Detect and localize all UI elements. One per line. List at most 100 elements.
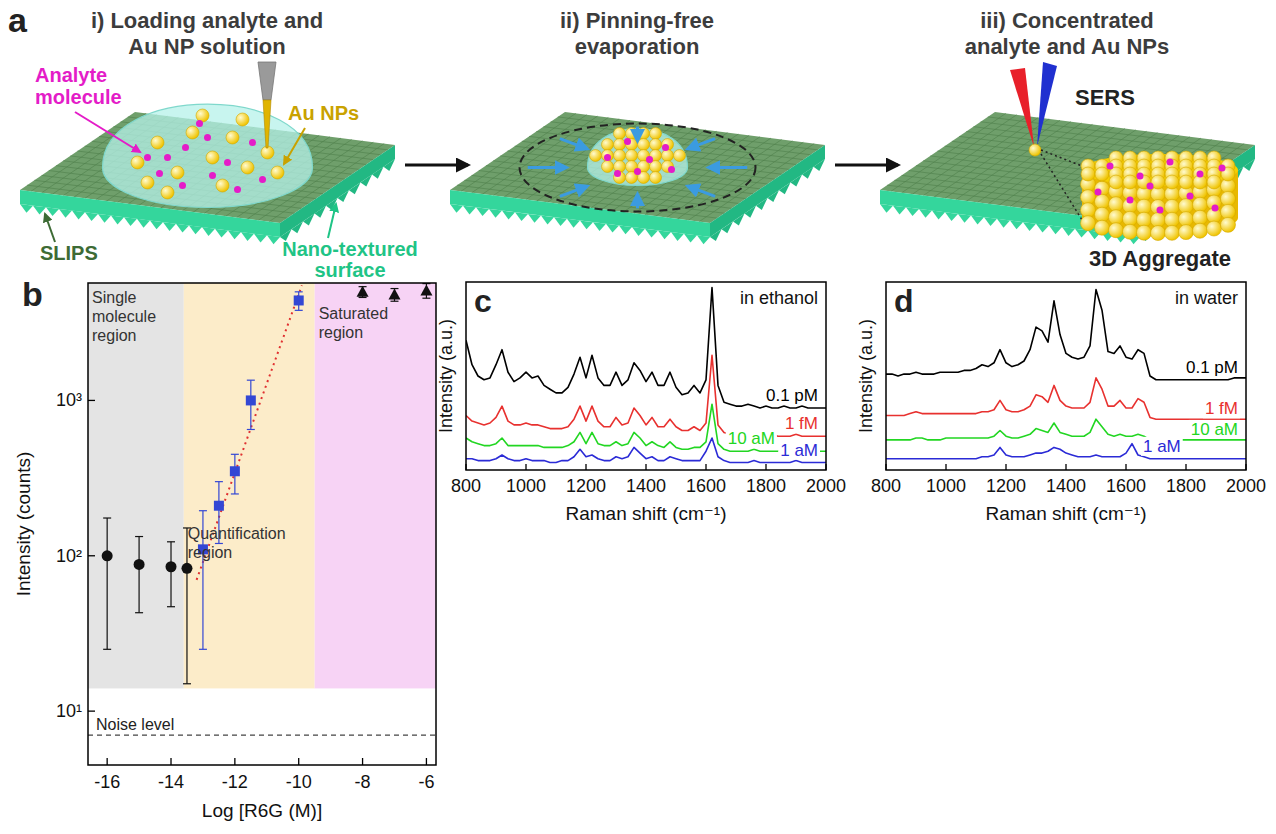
nano-tooth bbox=[791, 175, 803, 187]
spectrum bbox=[466, 404, 826, 451]
np-label: Au NPs bbox=[288, 102, 359, 124]
error-cap bbox=[199, 510, 207, 511]
nano-tooth bbox=[150, 221, 163, 230]
labels: 800100012001400160018002000Raman shift (… bbox=[856, 283, 1266, 524]
text-line: i) Loading analyte and bbox=[91, 8, 323, 33]
x-tick-label: 1800 bbox=[746, 476, 786, 496]
nano-tooth bbox=[906, 207, 919, 216]
analyte bbox=[668, 166, 675, 173]
droplet bbox=[103, 104, 313, 207]
error-cap bbox=[359, 297, 367, 298]
au-np bbox=[614, 150, 626, 162]
texture-line bbox=[613, 133, 728, 211]
x-tick bbox=[234, 758, 235, 765]
error-cap bbox=[167, 606, 175, 607]
x-tick-label: 2000 bbox=[806, 476, 846, 496]
noise-label: Noise level bbox=[96, 716, 174, 733]
label-patch bbox=[1189, 420, 1240, 439]
arrow bbox=[284, 128, 305, 164]
text-line: ii) Pinning-free bbox=[560, 8, 714, 33]
nano-tooth bbox=[111, 216, 124, 225]
nano-tooth bbox=[137, 219, 150, 228]
text-line: molecule bbox=[92, 308, 156, 325]
nano-tooth bbox=[338, 190, 350, 202]
au-np bbox=[1221, 217, 1236, 232]
nano-tooth bbox=[176, 224, 189, 233]
nano-tooth bbox=[463, 206, 476, 215]
nano-tooth bbox=[1036, 224, 1049, 233]
x-tick bbox=[107, 758, 108, 765]
error-bar bbox=[135, 537, 143, 613]
analyte bbox=[179, 182, 186, 189]
au-np bbox=[1109, 223, 1124, 238]
series-label: 0.1 pM bbox=[766, 386, 818, 405]
nano-tooth bbox=[684, 234, 697, 243]
error-stem bbox=[138, 537, 139, 613]
text-line: region bbox=[319, 324, 363, 341]
nano-tooth bbox=[733, 214, 745, 226]
nano-tooth bbox=[814, 159, 826, 171]
noise-level bbox=[88, 735, 436, 736]
x-tick-label: 1400 bbox=[1046, 476, 1086, 496]
nano-tooth bbox=[567, 219, 580, 228]
analyte bbox=[144, 154, 151, 161]
au-np bbox=[602, 150, 614, 162]
nano-tooth bbox=[215, 229, 228, 238]
nano-tooth bbox=[1049, 225, 1062, 234]
figure: ai) Loading analyte andAu NP solutionii)… bbox=[0, 0, 1276, 834]
x-tick-label: -16 bbox=[94, 772, 120, 792]
nano-tooth bbox=[697, 235, 710, 244]
texture-line bbox=[602, 131, 717, 209]
analyte bbox=[1127, 197, 1134, 204]
panel-letter: d bbox=[894, 283, 914, 319]
x-tick bbox=[1185, 464, 1186, 470]
analyte bbox=[249, 139, 256, 146]
labels: -16-14-12-10-8-610¹10²10³Log [R6G (M)]In… bbox=[13, 275, 434, 821]
nano-tooth bbox=[372, 167, 384, 179]
au-np bbox=[1165, 225, 1180, 240]
nano-tooth bbox=[932, 211, 945, 220]
texture-line bbox=[548, 124, 663, 202]
au-np bbox=[1109, 175, 1123, 189]
error-cap bbox=[231, 454, 239, 455]
analyte bbox=[259, 176, 266, 183]
label-patch bbox=[1141, 437, 1183, 456]
substrate-front bbox=[450, 190, 710, 237]
text-line: Nano-textured bbox=[282, 238, 418, 260]
nano-tooth bbox=[1010, 221, 1023, 230]
region-label: Quantificationregion bbox=[188, 525, 286, 561]
initial-footprint bbox=[520, 124, 756, 212]
nano-tooth bbox=[802, 167, 814, 179]
texture-line bbox=[981, 122, 1241, 155]
nano-tooth bbox=[945, 212, 958, 221]
y-tick bbox=[88, 710, 95, 711]
au-np bbox=[650, 128, 662, 140]
analyte bbox=[1197, 171, 1204, 178]
error-bar bbox=[103, 518, 111, 649]
analyte bbox=[204, 134, 211, 141]
nano-tooth bbox=[619, 225, 632, 234]
au-np bbox=[186, 126, 199, 139]
texture-line bbox=[1043, 133, 1158, 211]
laser-beam bbox=[1010, 68, 1034, 147]
analyte bbox=[1147, 183, 1154, 190]
au-np bbox=[602, 161, 614, 173]
text-line: surface bbox=[314, 259, 385, 281]
nano-tooth bbox=[880, 204, 893, 213]
nano-tooth bbox=[303, 214, 315, 226]
series-label: 10 aM bbox=[1191, 420, 1238, 439]
nano-tooth bbox=[72, 211, 85, 220]
arrow bbox=[75, 112, 140, 152]
nano-tooth bbox=[893, 206, 906, 215]
label-patch bbox=[783, 414, 820, 433]
nano-tooth bbox=[768, 190, 780, 202]
x-tick-label: 1200 bbox=[566, 476, 606, 496]
au-np bbox=[1123, 224, 1138, 239]
y-axis-title: Intensity (counts) bbox=[13, 452, 34, 597]
au-np bbox=[1137, 225, 1152, 240]
x-tick bbox=[298, 758, 299, 765]
arrow bbox=[405, 164, 468, 167]
x-tick-label: 1000 bbox=[506, 476, 546, 496]
error-bar bbox=[167, 542, 175, 607]
x-tick bbox=[1245, 464, 1246, 470]
